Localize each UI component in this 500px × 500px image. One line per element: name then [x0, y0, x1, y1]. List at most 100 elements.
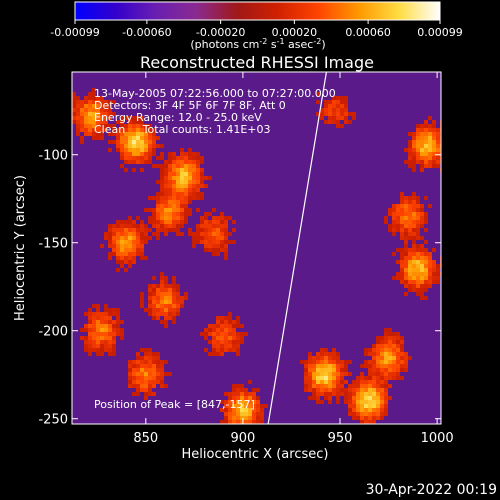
heatmap-cell	[144, 128, 148, 132]
heatmap-cell	[224, 336, 228, 340]
heatmap-cell	[208, 224, 212, 228]
heatmap-cell	[420, 140, 424, 144]
heatmap-cell	[384, 368, 388, 372]
heatmap-cell	[164, 212, 168, 216]
heatmap-cell	[184, 220, 188, 224]
heatmap-cell	[120, 132, 124, 136]
heatmap-cell	[364, 404, 368, 408]
heatmap-cell	[168, 216, 172, 220]
heatmap-cell	[100, 124, 104, 128]
heatmap-cell	[424, 260, 428, 264]
heatmap-cell	[128, 152, 132, 156]
heatmap-cell	[380, 372, 384, 376]
heatmap-cell	[156, 204, 160, 208]
heatmap-cell	[436, 164, 440, 168]
heatmap-cell	[148, 360, 152, 364]
heatmap-cell	[228, 232, 232, 236]
heatmap-cell	[176, 216, 180, 220]
heatmap-cell	[88, 108, 92, 112]
heatmap-cell	[340, 372, 344, 376]
heatmap-cell	[76, 128, 80, 132]
heatmap-cell	[124, 236, 128, 240]
heatmap-cell	[152, 140, 156, 144]
heatmap-cell	[364, 396, 368, 400]
heatmap-cell	[420, 272, 424, 276]
heatmap-cell	[92, 120, 96, 124]
heatmap-cell	[108, 312, 112, 316]
heatmap-cell	[104, 100, 108, 104]
heatmap-cell	[116, 140, 120, 144]
heatmap-cell	[88, 328, 92, 332]
heatmap-cell	[148, 352, 152, 356]
heatmap-cell	[396, 260, 400, 264]
heatmap-cell	[172, 216, 176, 220]
heatmap-cell	[96, 124, 100, 128]
heatmap-cell	[400, 208, 404, 212]
heatmap-cell	[416, 284, 420, 288]
heatmap-cell	[152, 288, 156, 292]
heatmap-cell	[160, 204, 164, 208]
heatmap-cell	[408, 208, 412, 212]
heatmap-cell	[200, 168, 204, 172]
heatmap-cell	[424, 280, 428, 284]
heatmap-cell	[360, 384, 364, 388]
heatmap-cell	[124, 224, 128, 228]
heatmap-cell	[412, 148, 416, 152]
heatmap-cell	[140, 348, 144, 352]
y-tick-label: -100	[38, 149, 68, 164]
heatmap-cell	[80, 336, 84, 340]
heatmap-cell	[408, 148, 412, 152]
heatmap-cell	[176, 312, 180, 316]
heatmap-cell	[396, 216, 400, 220]
heatmap-cell	[336, 376, 340, 380]
heatmap-cell	[116, 220, 120, 224]
heatmap-cell	[356, 396, 360, 400]
heatmap-cell	[428, 260, 432, 264]
heatmap-cell	[188, 188, 192, 192]
heatmap-cell	[372, 388, 376, 392]
heatmap-cell	[320, 368, 324, 372]
heatmap-cell	[112, 332, 116, 336]
heatmap-cell	[152, 372, 156, 376]
heatmap-cell	[208, 328, 212, 332]
heatmap-cell	[128, 132, 132, 136]
heatmap-cell	[372, 364, 376, 368]
heatmap-cell	[400, 368, 404, 372]
heatmap-cell	[424, 288, 428, 292]
heatmap-cell	[144, 356, 148, 360]
heatmap-cell	[408, 132, 412, 136]
heatmap-cell	[152, 308, 156, 312]
heatmap-cell	[172, 176, 176, 180]
heatmap-cell	[348, 408, 352, 412]
heatmap-cell	[380, 408, 384, 412]
heatmap-cell	[408, 260, 412, 264]
heatmap-cell	[168, 180, 172, 184]
heatmap-cell	[180, 172, 184, 176]
heatmap-cell	[404, 236, 408, 240]
heatmap-cell	[412, 232, 416, 236]
heatmap-cell	[156, 308, 160, 312]
heatmap-cell	[112, 224, 116, 228]
heatmap-cell	[328, 100, 332, 104]
heatmap-cell	[148, 368, 152, 372]
heatmap-cell	[152, 152, 156, 156]
heatmap-cell	[160, 224, 164, 228]
heatmap-cell	[308, 384, 312, 388]
heatmap-cell	[324, 360, 328, 364]
heatmap-cell	[236, 388, 240, 392]
heatmap-cell	[108, 148, 112, 152]
heatmap-cell	[420, 236, 424, 240]
heatmap-cell	[100, 336, 104, 340]
heatmap-cell	[432, 156, 436, 160]
heatmap-cell	[96, 312, 100, 316]
heatmap-cell	[92, 324, 96, 328]
heatmap-cell	[84, 124, 88, 128]
heatmap-cell	[72, 112, 76, 116]
heatmap-cell	[180, 184, 184, 188]
heatmap-cell	[388, 340, 392, 344]
heatmap-cell	[132, 260, 136, 264]
heatmap-cell	[196, 224, 200, 228]
heatmap-cell	[216, 248, 220, 252]
x-tick-label: 950	[328, 431, 353, 446]
heatmap-cell	[212, 208, 216, 212]
